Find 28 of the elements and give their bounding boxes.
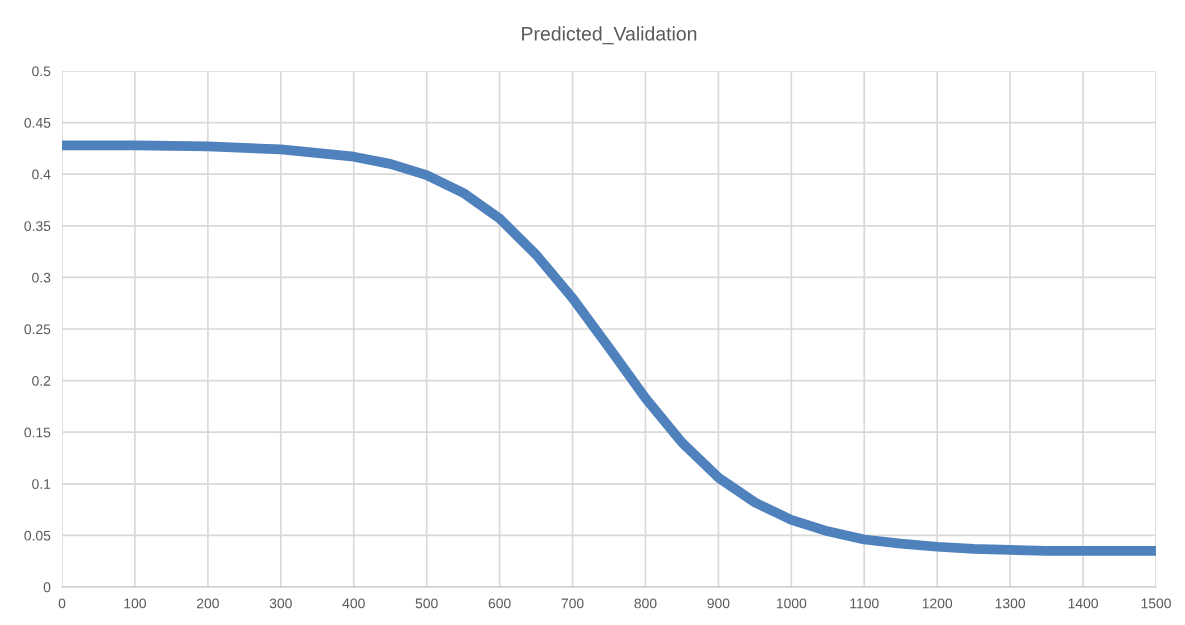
x-tick-label: 700 — [561, 598, 584, 609]
x-tick-label: 900 — [707, 598, 730, 609]
y-tick-label: 0.05 — [24, 530, 51, 541]
x-tick-label: 1200 — [922, 598, 953, 609]
y-tick-label: 0.45 — [24, 117, 51, 128]
y-tick-label: 0.1 — [32, 479, 51, 489]
y-tick-label: 0.35 — [24, 221, 51, 231]
y-tick-label: 0.3 — [32, 272, 51, 283]
x-tick-label: 500 — [415, 598, 438, 609]
y-tick-label: 0 — [43, 582, 51, 593]
x-tick-label: 1400 — [1068, 598, 1098, 609]
y-tick-label: 0.2 — [32, 375, 51, 386]
y-tick-label: 0.4 — [32, 169, 51, 180]
x-tick-label: 1000 — [776, 598, 807, 609]
x-tick-label: 600 — [488, 598, 511, 609]
chart-title: Predicted_Validation — [522, 26, 697, 45]
x-tick-label: 300 — [269, 598, 292, 609]
x-tick-label: 1100 — [850, 598, 879, 609]
x-tick-label: 200 — [196, 598, 219, 609]
y-tick-label: 0.25 — [24, 324, 51, 335]
x-tick-label: 0 — [58, 598, 66, 609]
x-tick-label: 1300 — [995, 598, 1026, 609]
y-tick-label: 0.15 — [24, 427, 51, 438]
x-tick-label: 800 — [634, 598, 657, 609]
x-tick-label: 1500 — [1141, 598, 1171, 609]
x-tick-label: 400 — [342, 598, 365, 609]
y-tick-label: 0.5 — [32, 66, 51, 77]
x-tick-label: 100 — [124, 598, 146, 609]
